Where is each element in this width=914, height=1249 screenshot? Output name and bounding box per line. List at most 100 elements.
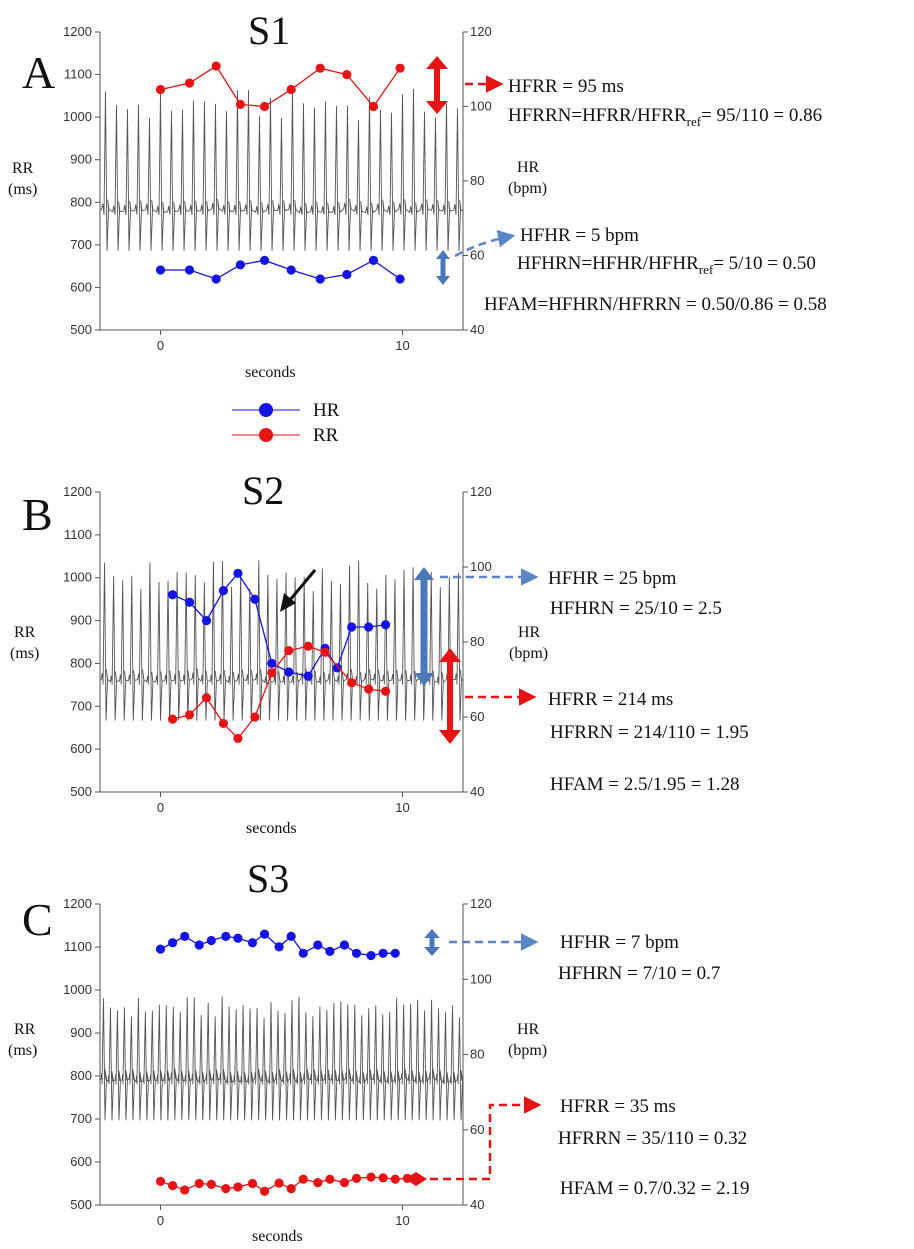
y-left-tick-label-c: 800 <box>70 1068 92 1083</box>
rr-point-a <box>235 99 245 109</box>
rr-point-a <box>155 84 166 95</box>
rr-point-b <box>284 645 294 656</box>
y-left-tick-label-a: 800 <box>70 194 92 209</box>
hr-point-b <box>250 594 260 604</box>
rr-point-a <box>342 69 352 80</box>
y-left-tick-label-c: 900 <box>70 1025 92 1040</box>
rr-series-line-a <box>160 65 401 108</box>
hr-point-a <box>235 260 245 270</box>
hr-point-b <box>303 671 313 681</box>
rr-series-line-b <box>172 645 386 740</box>
y-right-tick-label-c: 120 <box>470 896 492 911</box>
y-left-tick-label-c: 1000 <box>63 982 92 997</box>
annotation-hfam-c: HFAM = 0.7/0.32 = 2.19 <box>560 1178 749 1199</box>
y-left-tick-label-a: 1000 <box>63 109 92 124</box>
rr-point-a <box>368 101 379 112</box>
rr-point-b <box>184 710 195 720</box>
annotation-hfam-b: HFAM = 2.5/1.95 = 1.28 <box>550 774 739 795</box>
rr-point-c <box>194 1178 204 1189</box>
hr-point-b <box>364 622 374 632</box>
rr-point-a <box>315 63 325 73</box>
hfhr-callout-arrow-a <box>454 229 516 258</box>
rr-point-a <box>184 78 195 88</box>
rr-point-c <box>390 1174 400 1184</box>
x-tick-label-b: 0 <box>157 800 164 815</box>
y-right-tick-label-a: 60 <box>470 248 484 263</box>
legend-hr-label: HR <box>313 400 340 421</box>
y-left-tick-label-b: 700 <box>70 698 92 713</box>
y-right-label-a-line1: HR <box>517 159 540 176</box>
hr-series-line-a <box>160 259 401 280</box>
panel-c: C S3 RR (ms) HR (bpm) seconds 5006007008… <box>8 856 749 1245</box>
hr-point-c <box>313 940 323 950</box>
annotation-hfrrn-a: HFRRN=HFRR/HFRRref= 95/110 = 0.86 <box>508 105 822 129</box>
y-left-tick-label-a: 600 <box>70 279 92 294</box>
hr-point-c <box>168 938 178 948</box>
hr-point-c <box>155 944 166 954</box>
hr-point-b <box>347 622 357 632</box>
y-left-tick-label-c: 600 <box>70 1154 92 1169</box>
hr-point-c <box>274 942 284 952</box>
annotation-hfrr-a: HFRR = 95 ms <box>508 76 624 97</box>
y-left-label-a-line1: RR <box>12 160 34 177</box>
annotation-hfhr-c: HFHR = 7 bpm <box>560 932 679 953</box>
rr-point-b <box>380 686 391 696</box>
legend-rr-label: RR <box>313 425 339 446</box>
panel-letter-b: B <box>22 489 53 540</box>
y-right-label-b-line1: HR <box>518 624 541 641</box>
hr-point-b <box>168 590 178 600</box>
rr-point-c <box>313 1178 323 1188</box>
x-tick-label-b: 10 <box>395 800 409 815</box>
hr-point-c <box>194 940 204 950</box>
y-right-tick-label-b: 40 <box>470 784 484 799</box>
y-right-label-a-line2: (bpm) <box>508 180 547 197</box>
rr-point-b <box>218 718 229 729</box>
rr-point-c <box>274 1178 284 1188</box>
x-label-a: seconds <box>245 364 296 381</box>
rr-point-c <box>378 1173 388 1183</box>
y-left-tick-label-a: 500 <box>70 322 92 337</box>
hfhr-range-arrowheads-b <box>414 567 434 686</box>
hr-point-c <box>366 950 376 961</box>
hr-point-b <box>184 597 195 607</box>
ecg-trace-b <box>99 560 464 721</box>
y-right-label-b-line2: (bpm) <box>509 645 548 662</box>
y-right-tick-label-c: 80 <box>470 1047 484 1062</box>
hr-point-b <box>267 658 277 668</box>
rr-point-b <box>233 733 243 744</box>
hr-point-a <box>315 274 325 284</box>
hr-point-a <box>211 274 221 284</box>
hr-point-c <box>247 938 258 948</box>
annotation-hfhr-a: HFHR = 5 bpm <box>520 225 639 246</box>
legend-hr-marker <box>259 403 273 417</box>
y-left-label-b-line2: (ms) <box>10 645 39 662</box>
annotation-hfrrn-b: HFRRN = 214/110 = 1.95 <box>550 722 749 743</box>
hr-point-b <box>218 586 229 596</box>
rr-point-b <box>201 693 212 703</box>
hr-point-c <box>286 931 296 941</box>
y-left-label-c-line1: RR <box>14 1021 36 1038</box>
y-left-tick-label-c: 1200 <box>63 896 92 911</box>
hr-point-c <box>221 931 231 941</box>
rr-point-b <box>168 714 178 724</box>
hr-point-b <box>284 667 294 677</box>
rr-point-c <box>247 1178 258 1189</box>
y-right-tick-label-b: 80 <box>470 634 484 649</box>
annotation-hfrrn-c: HFRRN = 35/110 = 0.32 <box>558 1128 747 1149</box>
rr-point-a <box>259 101 270 112</box>
rr-point-a <box>286 84 296 95</box>
hr-point-b <box>233 568 243 578</box>
rr-point-c <box>298 1174 308 1184</box>
rr-point-c <box>325 1174 335 1184</box>
hr-point-c <box>206 935 216 946</box>
y-left-label-c-line2: (ms) <box>8 1042 37 1059</box>
panel-a: A S1 RR (ms) HR (bpm) seconds 5006007008… <box>8 8 827 446</box>
panel-letter-c: C <box>22 894 53 945</box>
hr-point-b <box>332 663 342 673</box>
hr-point-a <box>368 255 379 265</box>
pointer-arrowhead-b <box>280 593 296 612</box>
y-left-tick-label-a: 900 <box>70 152 92 167</box>
hfrr-range-arrowheads-a <box>426 56 448 114</box>
hfrr-callout-arrow-c <box>430 1096 542 1181</box>
hr-series-line-b <box>172 572 386 677</box>
